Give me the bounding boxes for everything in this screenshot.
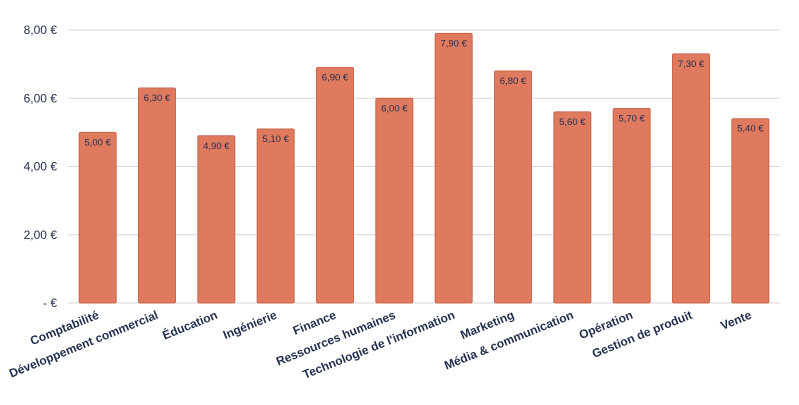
bar: [434, 32, 473, 304]
y-axis-tick-labels: - € 2,00 € 4,00 € 6,00 € 8,00 €: [24, 23, 58, 310]
x-category-label: Ingénierie: [221, 308, 279, 342]
y-tick-label: 8,00 €: [24, 23, 58, 37]
x-category-label: Gestion de produit: [590, 308, 694, 361]
x-category-label: Éducation: [160, 307, 219, 343]
bar: [612, 107, 651, 304]
x-category-label: Vente: [719, 308, 754, 333]
data-label: 6,30 €: [144, 93, 171, 104]
bar: [78, 131, 117, 304]
bar: [553, 111, 592, 304]
bar: [731, 118, 770, 304]
y-tick-label: - €: [43, 296, 57, 310]
bar: [138, 87, 176, 304]
bar: [672, 53, 710, 304]
data-label: 5,00 €: [84, 137, 111, 148]
bar: [375, 97, 414, 304]
data-label: 5,40 €: [737, 124, 764, 135]
data-label: 7,30 €: [678, 59, 705, 70]
y-tick-label: 4,00 €: [24, 160, 58, 174]
data-label: 6,00 €: [381, 103, 408, 114]
data-label: 6,80 €: [500, 76, 527, 87]
gridlines: [68, 29, 780, 304]
y-tick-label: 6,00 €: [24, 91, 58, 105]
data-label: 6,90 €: [322, 73, 349, 84]
bar: [316, 67, 354, 304]
data-label: 5,10 €: [262, 134, 289, 145]
data-label: 5,70 €: [618, 113, 645, 124]
y-tick-label: 2,00 €: [24, 228, 58, 242]
data-label: 4,90 €: [203, 141, 230, 152]
bars: [78, 32, 770, 304]
data-labels: 5,00 € 6,30 € 4,90 € 5,10 € 6,90 € 6,00 € 7,90…: [84, 38, 764, 151]
bar: [494, 70, 532, 304]
bar: [256, 128, 295, 304]
data-label: 5,60 €: [559, 117, 586, 128]
bar: [197, 135, 236, 304]
data-label: 7,90 €: [440, 38, 467, 49]
